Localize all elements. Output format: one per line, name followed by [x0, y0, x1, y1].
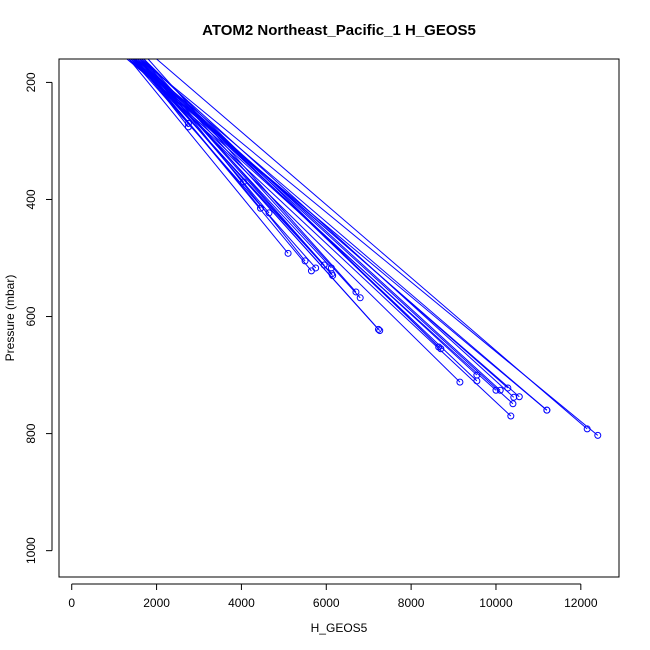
data-point: [507, 412, 515, 420]
y-tick-label: 1000: [24, 537, 38, 564]
data-point: [456, 378, 464, 386]
series-line-22: [132, 59, 333, 275]
data-point: [184, 119, 192, 127]
data-point: [473, 377, 481, 385]
series-line-19: [143, 59, 361, 299]
data-point: [327, 264, 335, 272]
y-tick-label: 200: [24, 72, 38, 92]
plot-frame: [58, 58, 620, 578]
series-line-28: [128, 59, 289, 254]
data-point: [510, 393, 518, 401]
data-point: [583, 425, 591, 433]
series-line-33: [134, 59, 189, 128]
x-axis-label: H_GEOS5: [311, 621, 368, 635]
y-tick-label: 800: [24, 423, 38, 443]
x-tick-label: 10000: [479, 596, 513, 610]
data-point: [301, 257, 309, 265]
x-tick-label: 2000: [143, 596, 170, 610]
data-point: [492, 386, 500, 394]
y-axis-label: Pressure (mbar): [3, 275, 17, 362]
data-point: [265, 209, 273, 217]
data-point: [374, 325, 382, 333]
series-line-2: [156, 59, 588, 430]
data-point: [352, 288, 360, 296]
series-line-31: [137, 59, 244, 183]
x-tick-label: 6000: [313, 596, 340, 610]
data-point: [504, 384, 512, 392]
y-tick-label: 600: [24, 306, 38, 326]
x-tick-label: 8000: [398, 596, 425, 610]
chart-title: ATOM2 Northeast_Pacific_1 H_GEOS5: [202, 22, 476, 39]
x-axis: 0 2000 4000 6000 8000 10000 12000: [68, 583, 598, 610]
data-point: [307, 267, 315, 275]
data-point: [320, 261, 328, 269]
data-point: [543, 406, 551, 414]
series-line-20: [147, 59, 357, 293]
data-point: [594, 431, 602, 439]
y-tick-label: 400: [24, 189, 38, 209]
data-point: [496, 386, 504, 394]
data-point: [376, 327, 384, 335]
data-point: [356, 294, 364, 302]
series-lines: [126, 59, 599, 436]
data-point: [437, 345, 445, 353]
series-line-30: [134, 59, 261, 209]
data-point: [184, 123, 192, 131]
data-point: [509, 400, 517, 408]
y-axis: 200 400 600 800 1000: [24, 72, 53, 564]
data-point: [240, 178, 248, 186]
x-tick-label: 12000: [564, 596, 598, 610]
series-points: [184, 119, 602, 439]
data-point: [257, 204, 265, 212]
x-tick-label: 4000: [228, 596, 255, 610]
x-tick-label: 0: [68, 596, 75, 610]
data-point: [435, 343, 443, 351]
data-point: [284, 249, 292, 257]
series-line-16: [139, 59, 442, 350]
series-line-6: [141, 59, 515, 398]
series-line-24: [141, 59, 325, 266]
series-line-14: [130, 59, 461, 383]
